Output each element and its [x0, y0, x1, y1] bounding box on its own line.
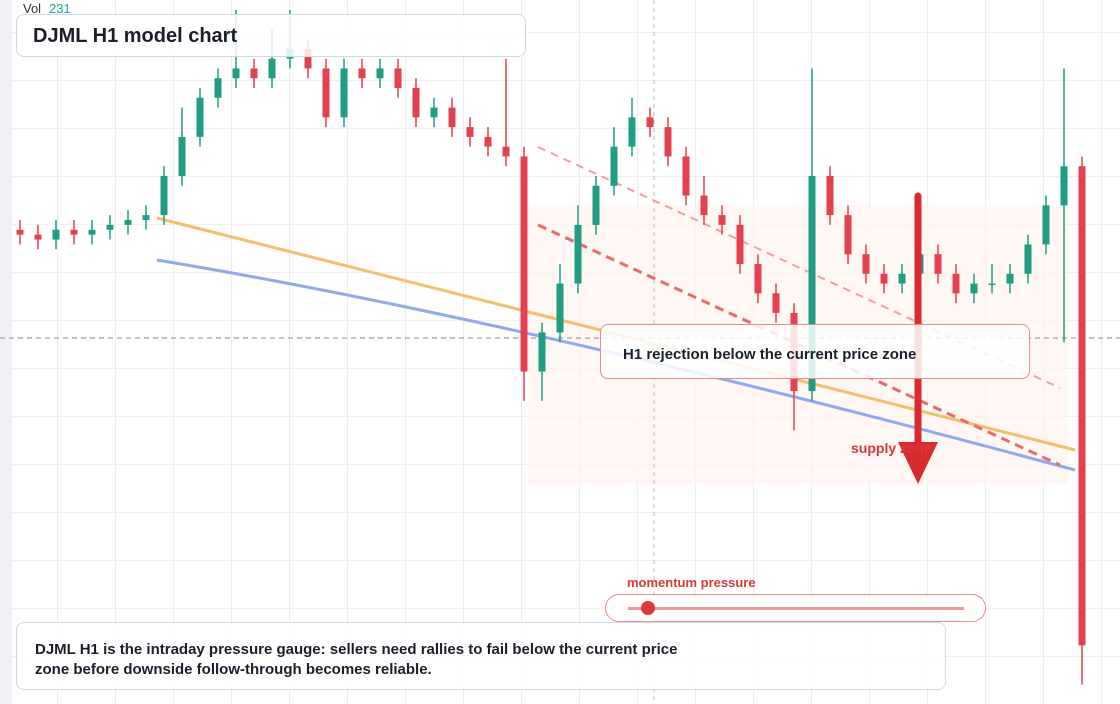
candle-body	[34, 234, 42, 240]
slider-label: momentum pressure	[627, 575, 756, 590]
volume-label: Vol	[23, 1, 41, 16]
candle-body	[1042, 205, 1050, 245]
candle-body	[1006, 273, 1014, 284]
candle-body	[934, 254, 942, 274]
candle-body	[88, 229, 96, 235]
candle-body	[232, 68, 240, 79]
title-box: DJML H1 model chart	[16, 14, 526, 57]
candle-body	[124, 220, 132, 225]
candle-body	[484, 136, 492, 147]
candle-body	[772, 293, 780, 313]
candle-body	[646, 117, 654, 128]
candle-body	[376, 68, 384, 79]
candle-body	[700, 195, 708, 216]
candle-body	[574, 224, 582, 284]
candle-body	[196, 97, 204, 137]
candle-body	[610, 146, 618, 186]
candle-body	[394, 68, 402, 88]
candle-body	[520, 156, 528, 372]
candle-body	[268, 58, 276, 79]
candle-body	[628, 117, 636, 147]
slider-knob[interactable]	[641, 601, 656, 615]
candle-body	[250, 68, 258, 79]
candle-body	[52, 229, 60, 240]
candle-body	[952, 273, 960, 294]
candle-body	[142, 215, 150, 220]
candle-body	[898, 273, 906, 284]
candle-body	[736, 224, 744, 264]
candle-body	[448, 107, 456, 128]
zone-label: supply zone	[851, 440, 932, 456]
candle-body	[556, 283, 564, 333]
candle-body	[178, 136, 186, 176]
annotation-box: H1 rejection below the current price zon…	[600, 324, 1030, 379]
candle-body	[970, 283, 978, 294]
candle-body	[664, 127, 672, 157]
candle-body	[754, 264, 762, 294]
candle-body	[844, 215, 852, 255]
candle-body	[322, 68, 330, 118]
candle-body	[358, 68, 366, 79]
candle-body	[412, 88, 420, 118]
candle-body	[826, 176, 834, 216]
candle-body	[16, 229, 24, 235]
slider[interactable]	[605, 594, 986, 622]
candle-body	[1024, 244, 1032, 274]
slider-track	[628, 601, 964, 615]
side-strip	[0, 0, 12, 704]
candle-body	[214, 78, 222, 98]
candle-body	[862, 254, 870, 274]
candle-body	[718, 215, 726, 225]
description: DJML H1 is the intraday pressure gauge: …	[35, 641, 678, 678]
candle-body	[160, 176, 168, 216]
arrow-head	[898, 442, 938, 484]
candle-body	[304, 48, 312, 69]
candle-body	[1060, 166, 1068, 206]
candle-body	[466, 127, 474, 137]
candle-body	[70, 229, 78, 235]
candle-body	[808, 176, 816, 392]
candle-body	[988, 283, 996, 286]
candle-body	[502, 146, 510, 157]
candle-body	[1078, 166, 1086, 646]
description-box: DJML H1 is the intraday pressure gauge: …	[16, 622, 946, 690]
candle-body	[430, 107, 438, 118]
volume-value: 231	[49, 1, 71, 16]
candle-body	[538, 332, 546, 372]
candle-body	[880, 273, 888, 284]
candle-body	[106, 224, 114, 230]
candle-body	[340, 68, 348, 118]
candle-body	[682, 156, 690, 196]
candle-body	[592, 185, 600, 225]
